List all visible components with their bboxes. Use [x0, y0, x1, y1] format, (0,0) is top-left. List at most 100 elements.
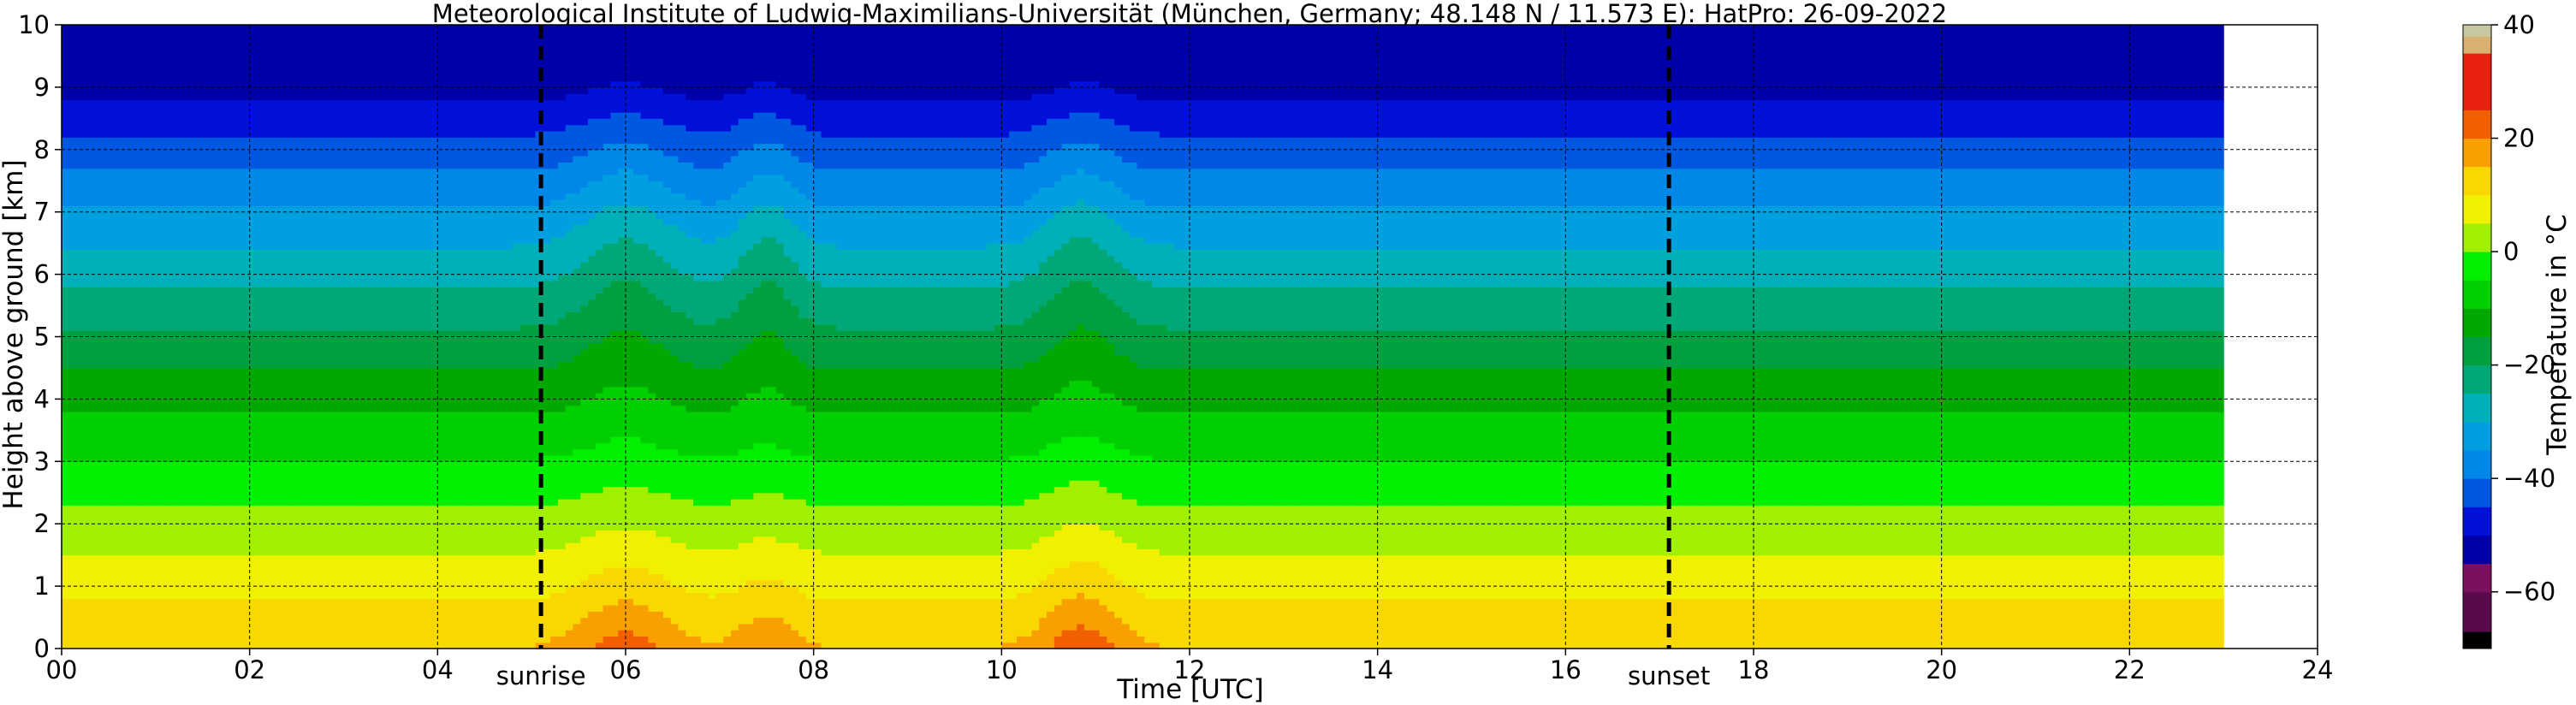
heatmap-cell: [708, 243, 717, 281]
heatmap-cell: [873, 411, 882, 462]
heatmap-cell: [2054, 330, 2063, 369]
heatmap-cell: [1137, 199, 1145, 238]
heatmap-cell: [377, 137, 386, 169]
heatmap-cell: [84, 330, 92, 369]
heatmap-cell: [2181, 99, 2191, 138]
heatmap-cell: [1287, 287, 1296, 331]
heatmap-cell: [595, 249, 604, 294]
heatmap-cell: [2054, 25, 2063, 101]
heatmap-cell: [1016, 168, 1025, 207]
heatmap-cell: [1512, 25, 1522, 101]
heatmap-cell: [2144, 367, 2153, 412]
heatmap-cell: [204, 287, 213, 331]
heatmap-cell: [159, 598, 168, 649]
heatmap-cell: [1475, 598, 1484, 649]
heatmap-cell: [513, 411, 521, 462]
heatmap-cell: [84, 99, 92, 138]
heatmap-cell: [588, 255, 597, 300]
heatmap-cell: [1994, 554, 2003, 600]
heatmap-cell: [738, 255, 747, 300]
heatmap-cell: [1159, 287, 1168, 325]
heatmap-cell: [1603, 168, 1611, 207]
heatmap-cell: [1302, 411, 1311, 462]
heatmap-cell: [1611, 505, 1619, 556]
heatmap-cell: [753, 393, 762, 444]
heatmap-cell: [1580, 411, 1589, 462]
heatmap-cell: [151, 505, 160, 556]
heatmap-cell: [926, 554, 935, 600]
heatmap-cell: [565, 162, 574, 194]
heatmap-cell: [114, 554, 122, 600]
heatmap-cell: [2137, 367, 2146, 412]
heatmap-cell: [1400, 505, 1409, 556]
heatmap-cell: [1001, 137, 1010, 169]
heatmap-cell: [1437, 598, 1446, 649]
heatmap-cell: [2106, 554, 2116, 600]
heatmap-cell: [181, 461, 190, 506]
heatmap-cell: [858, 205, 867, 251]
heatmap-cell: [106, 287, 116, 331]
heatmap-cell: [2099, 205, 2108, 251]
heatmap-cell: [1377, 330, 1386, 369]
heatmap-cell: [948, 137, 958, 169]
heatmap-cell: [1415, 205, 1423, 251]
heatmap-cell: [2024, 168, 2033, 207]
heatmap-cell: [956, 461, 965, 506]
heatmap-cell: [626, 236, 634, 281]
heatmap-cell: [836, 137, 845, 169]
heatmap-cell: [136, 205, 145, 251]
heatmap-cell: [332, 554, 341, 600]
heatmap-cell: [618, 25, 626, 82]
heatmap-cell: [2219, 287, 2224, 331]
heatmap-cell: [1505, 168, 1514, 207]
heatmap-cell: [805, 505, 815, 549]
heatmap-cell: [888, 25, 897, 101]
heatmap-cell: [2001, 411, 2010, 462]
heatmap-cell: [1701, 598, 1709, 649]
heatmap-cell: [257, 411, 265, 462]
heatmap-cell: [580, 93, 589, 126]
heatmap-cell: [2016, 205, 2025, 251]
heatmap-cell: [1866, 461, 1875, 506]
heatmap-cell: [1016, 455, 1025, 506]
heatmap-cell: [1821, 249, 1830, 287]
heatmap-cell: [122, 330, 130, 369]
heatmap-cell: [362, 554, 371, 600]
heatmap-cell: [1369, 411, 1379, 462]
heatmap-cell: [2211, 554, 2221, 600]
heatmap-cell: [1611, 25, 1619, 101]
heatmap-cell: [1986, 205, 1995, 251]
heatmap-cell: [1919, 367, 1927, 412]
heatmap-cell: [294, 168, 303, 207]
heatmap-cell: [1776, 137, 1784, 169]
heatmap-cell: [197, 330, 205, 369]
heatmap-cell: [708, 280, 717, 325]
heatmap-cell: [1949, 205, 1957, 251]
heatmap-cell: [445, 461, 454, 506]
heatmap-cell: [648, 492, 656, 531]
heatmap-cell: [1994, 411, 2003, 462]
heatmap-cell: [1355, 99, 1363, 138]
heatmap-cell: [2009, 137, 2018, 169]
heatmap-cell: [1083, 80, 1093, 113]
heatmap-cell: [354, 367, 364, 412]
heatmap-cell: [309, 367, 318, 412]
heatmap-cell: [2122, 249, 2130, 287]
heatmap-cell: [1843, 205, 1852, 251]
heatmap-cell: [821, 323, 829, 369]
heatmap-cell: [211, 99, 221, 138]
heatmap-cell: [181, 330, 190, 369]
heatmap-cell: [1482, 249, 1492, 287]
heatmap-cell: [1806, 598, 1814, 649]
heatmap-cell: [543, 243, 551, 281]
heatmap-cell: [1625, 505, 1635, 556]
heatmap-cell: [483, 367, 491, 412]
heatmap-cell: [1790, 330, 1800, 369]
heatmap-cell: [2197, 205, 2205, 251]
heatmap-cell: [618, 330, 626, 388]
heatmap-cell: [888, 205, 897, 251]
heatmap-cell: [1452, 598, 1461, 649]
heatmap-cell: [1031, 25, 1040, 94]
heatmap-cell: [828, 554, 837, 600]
heatmap-cell: [1024, 411, 1033, 456]
